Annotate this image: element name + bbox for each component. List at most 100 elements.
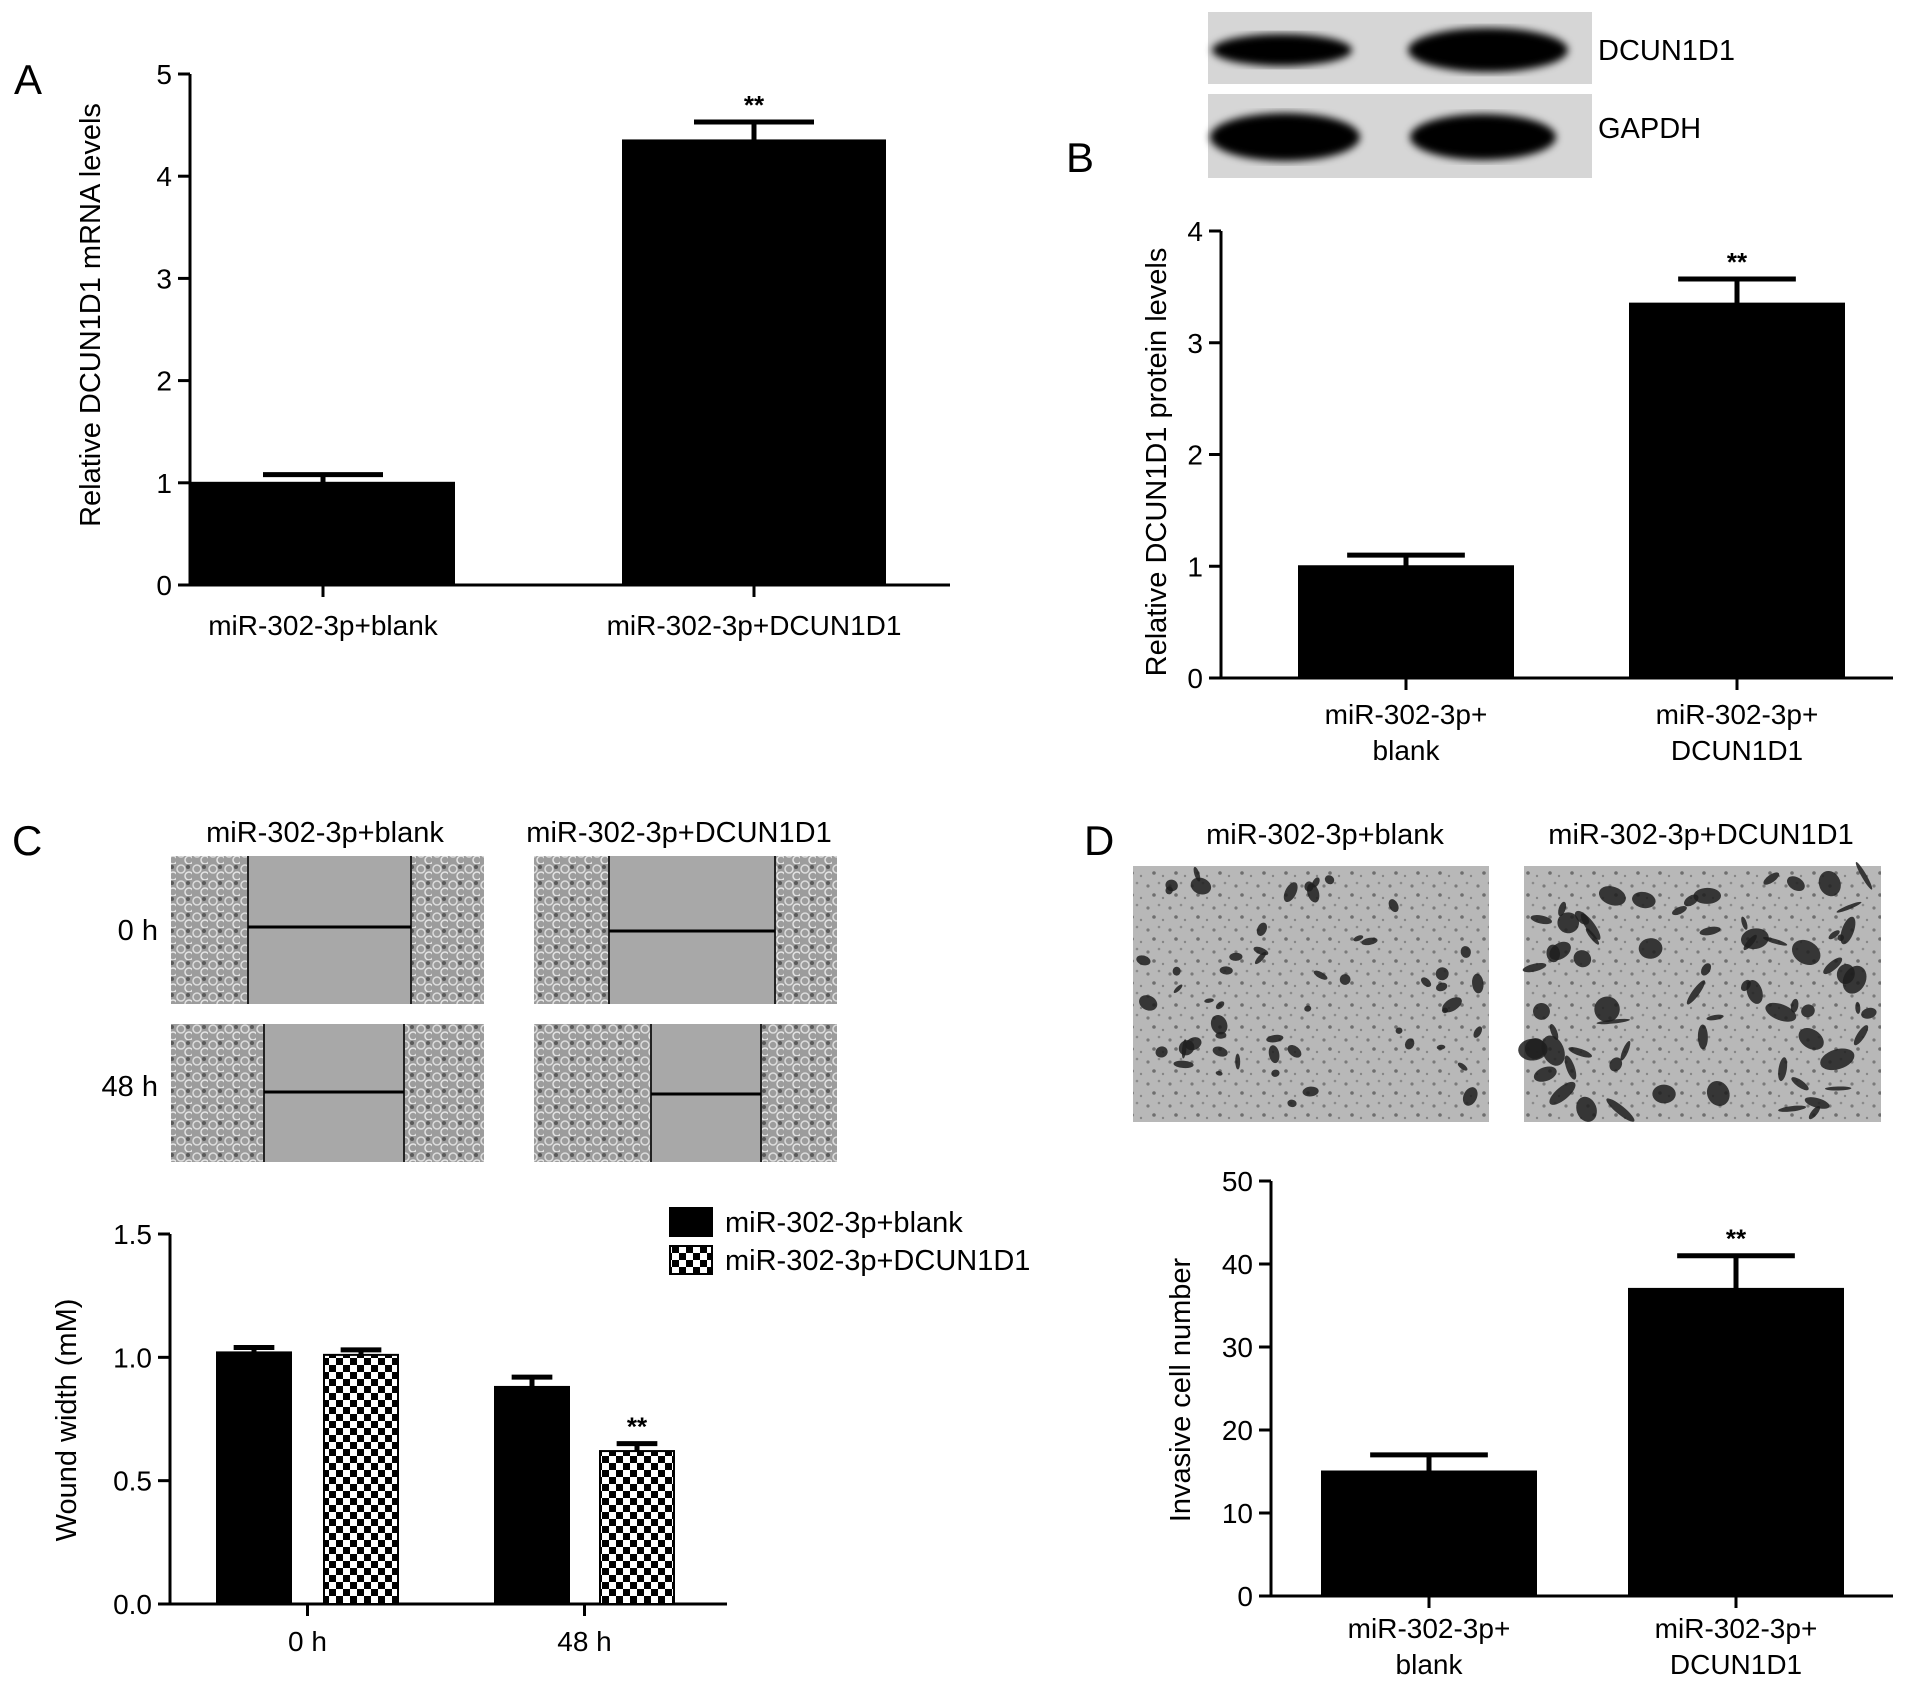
stained-cell bbox=[1302, 1086, 1319, 1097]
stained-cell bbox=[1155, 1046, 1168, 1058]
significance-label: ** bbox=[1726, 1224, 1747, 1254]
blot-band-dcun1d1-dcun1d1 bbox=[1408, 28, 1568, 72]
y-axis-title: Relative DCUN1D1 mRNA levels bbox=[75, 103, 107, 527]
invasion-images: miR-302-3p+blank miR-302-3p+DCUN1D1 bbox=[1133, 819, 1881, 1122]
x-tick-label: miR-302-3p+ bbox=[1655, 1613, 1818, 1644]
y-axis-title: Invasive cell number bbox=[1165, 1257, 1197, 1522]
stained-cell bbox=[1522, 962, 1547, 973]
stained-cell bbox=[1139, 995, 1158, 1011]
stained-cell bbox=[1435, 967, 1449, 981]
stained-cell bbox=[1215, 1071, 1223, 1076]
stained-cell bbox=[1574, 910, 1590, 925]
panel-letter-c: C bbox=[12, 817, 42, 864]
stained-cell bbox=[1609, 1057, 1623, 1072]
stained-cell bbox=[1706, 1081, 1730, 1106]
stained-cell bbox=[1178, 1040, 1195, 1056]
stained-cell bbox=[1435, 982, 1448, 992]
bar bbox=[1321, 1470, 1537, 1597]
stained-cell bbox=[1652, 1084, 1676, 1104]
blot-band-gapdh-dcun1d1 bbox=[1410, 114, 1556, 160]
stained-cell bbox=[1190, 877, 1212, 895]
x-tick-label: 0 h bbox=[288, 1626, 327, 1657]
stained-cell bbox=[1697, 1024, 1708, 1050]
stained-cell bbox=[1790, 998, 1799, 1013]
stained-cell bbox=[1549, 1024, 1559, 1041]
stained-cell bbox=[1256, 922, 1268, 936]
bar bbox=[1629, 302, 1845, 679]
stained-cell bbox=[1763, 872, 1780, 885]
stained-cell bbox=[1518, 1038, 1548, 1061]
stained-cell bbox=[1353, 935, 1364, 942]
stained-cell bbox=[1271, 1069, 1280, 1077]
stained-cell bbox=[1339, 974, 1351, 985]
x-tick-label: miR-302-3p+blank bbox=[208, 610, 439, 641]
stained-cell bbox=[1568, 1047, 1592, 1058]
invasion-col-title-blank: miR-302-3p+blank bbox=[1206, 819, 1444, 851]
y-tick-label: 30 bbox=[1222, 1332, 1253, 1363]
stained-cell bbox=[1701, 963, 1712, 976]
stained-cell bbox=[1204, 998, 1214, 1003]
stained-cell bbox=[1778, 1105, 1807, 1112]
invasion-image-dcun1d1 bbox=[1524, 866, 1881, 1122]
stained-cell bbox=[1837, 934, 1845, 941]
stained-cell bbox=[1287, 1045, 1302, 1058]
stained-cell bbox=[1836, 901, 1862, 913]
y-tick-label: 3 bbox=[1187, 328, 1203, 359]
legend-label: miR-302-3p+blank bbox=[725, 1207, 963, 1239]
stained-cell bbox=[1778, 1057, 1788, 1082]
y-tick-label: 4 bbox=[156, 161, 172, 192]
wound-col-title-blank: miR-302-3p+blank bbox=[206, 817, 444, 849]
y-tick-label: 1.5 bbox=[113, 1219, 152, 1250]
y-tick-label: 2 bbox=[1187, 440, 1203, 471]
y-tick-label: 2 bbox=[156, 366, 172, 397]
legend-swatch bbox=[669, 1245, 713, 1275]
blot-band-dcun1d1-blank bbox=[1212, 34, 1352, 66]
bar bbox=[622, 139, 886, 586]
y-tick-label: 4 bbox=[1187, 216, 1203, 247]
stained-cell bbox=[1763, 937, 1788, 946]
bar bbox=[1628, 1287, 1844, 1598]
stained-cell bbox=[1746, 980, 1763, 1004]
stained-cell bbox=[1557, 912, 1580, 934]
stained-cell bbox=[1395, 1027, 1403, 1034]
stained-cell bbox=[1818, 870, 1841, 897]
stained-cell bbox=[1804, 1097, 1830, 1109]
y-tick-label: 0.5 bbox=[113, 1466, 152, 1497]
stained-cell bbox=[1473, 1026, 1483, 1038]
stained-cell bbox=[1699, 926, 1721, 936]
stained-cell bbox=[1842, 965, 1867, 994]
stained-cell bbox=[1596, 1018, 1630, 1025]
x-tick-label: blank bbox=[1396, 1649, 1464, 1680]
stained-cell bbox=[1791, 1077, 1809, 1091]
stained-cell bbox=[1533, 1002, 1550, 1020]
stained-cell bbox=[1693, 887, 1722, 904]
stained-cell bbox=[1136, 955, 1151, 966]
x-tick-label: miR-302-3p+DCUN1D1 bbox=[607, 610, 902, 641]
stained-cell bbox=[1787, 876, 1805, 892]
stained-cell bbox=[1388, 899, 1399, 913]
significance-label: ** bbox=[744, 90, 765, 120]
stained-cell bbox=[1840, 916, 1856, 945]
stained-cell bbox=[1820, 1048, 1855, 1071]
stained-cell bbox=[1472, 973, 1484, 994]
stained-cell bbox=[1632, 891, 1656, 909]
stained-cell bbox=[1287, 1099, 1297, 1108]
stained-cell bbox=[1215, 1001, 1225, 1010]
stained-cell bbox=[1462, 1087, 1478, 1106]
wound-healing-images: miR-302-3p+blank miR-302-3p+DCUN1D1 0 h … bbox=[102, 817, 837, 1162]
stained-cell bbox=[1791, 939, 1821, 966]
stained-cell bbox=[1165, 886, 1173, 895]
y-tick-label: 0.0 bbox=[113, 1589, 152, 1620]
x-tick-label: 48 h bbox=[557, 1626, 612, 1657]
stained-cell bbox=[1313, 970, 1328, 980]
chart-d: 0 10 20 30 40 50 Invasive cell number miR-302-3… bbox=[1165, 1166, 1893, 1680]
x-tick-label: miR-302-3p+ bbox=[1656, 699, 1819, 730]
stained-cell bbox=[1801, 1004, 1815, 1018]
stained-cell bbox=[1266, 1034, 1284, 1043]
stained-cell bbox=[1219, 966, 1233, 975]
stained-cell bbox=[1798, 1028, 1824, 1050]
stained-cell bbox=[1638, 938, 1663, 959]
stained-cell bbox=[1533, 1066, 1557, 1082]
stained-cell bbox=[1441, 1007, 1449, 1014]
stained-cell bbox=[1855, 1001, 1861, 1014]
